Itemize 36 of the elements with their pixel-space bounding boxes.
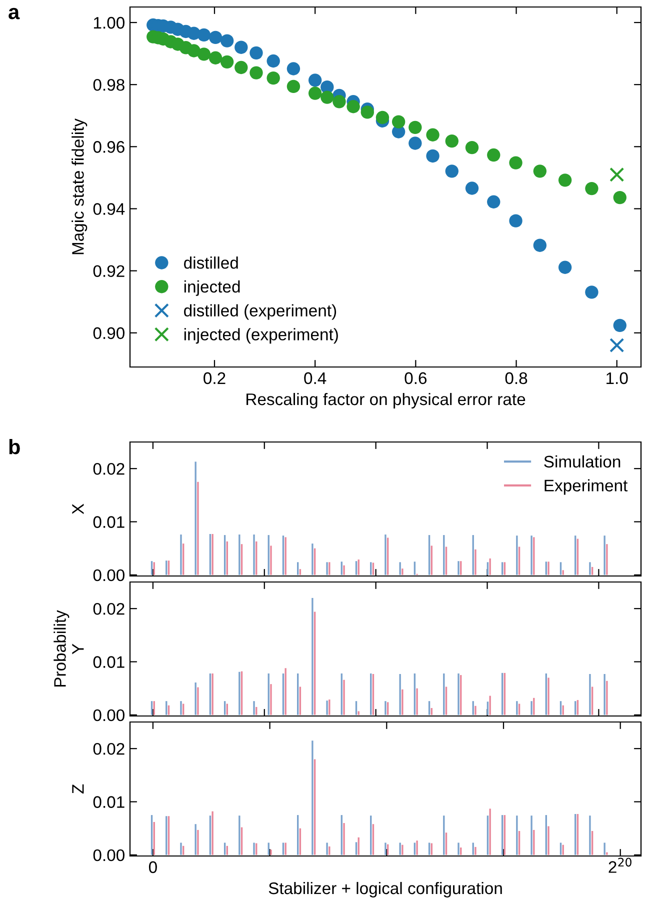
legend-label: distilled (experiment) — [184, 304, 336, 320]
x-tick-label: 0.6 — [404, 372, 427, 384]
y-tick-label: 0.90 — [93, 327, 124, 340]
x-tick-label: 1.0 — [606, 372, 628, 384]
x-tick-label: 0.8 — [505, 372, 528, 384]
legend-label: Experiment — [544, 479, 628, 495]
x-tick-label: 0 — [148, 861, 157, 874]
legend-label: Simulation — [544, 455, 620, 468]
y-tick-label: 0.00 — [93, 849, 124, 862]
legend-label: injected (experiment) — [184, 328, 338, 344]
y-tick-label: 0.96 — [93, 141, 124, 153]
legend-label: injected — [184, 280, 240, 296]
legend-label: distilled — [184, 256, 238, 269]
y-axis-title: X — [72, 504, 84, 514]
y-axis-title: Probability Y — [54, 610, 84, 687]
x-axis-title: Rescaling factor on physical error rate — [246, 392, 526, 408]
x-tick-label: 0.4 — [304, 372, 326, 384]
x-axis-title: Stabilizer + logical configuration — [268, 882, 502, 898]
x-tick-label: 2$^{20}$ — [608, 858, 632, 873]
y-tick-label: 0.02 — [93, 602, 124, 615]
y-axis-title: Magic state fidelity — [72, 118, 88, 254]
y-tick-label: 0.00 — [93, 709, 124, 722]
y-tick-label: 1.00 — [94, 16, 124, 29]
text: a — [8, 8, 20, 20]
y-tick-label: 0.02 — [93, 742, 124, 755]
x-tick-label: 0.2 — [204, 372, 226, 384]
text: b — [9, 439, 20, 454]
y-tick-label: 0.01 — [93, 656, 124, 668]
y-tick-label: 0.00 — [93, 569, 124, 582]
y-tick-label: 0.02 — [93, 462, 124, 475]
y-tick-label: 0.98 — [93, 78, 124, 91]
y-axis-title: Z — [72, 784, 84, 794]
y-tick-label: 0.01 — [93, 516, 124, 528]
y-tick-label: 0.92 — [93, 265, 124, 277]
y-tick-label: 0.94 — [93, 203, 125, 215]
y-tick-label: 0.01 — [93, 796, 124, 808]
